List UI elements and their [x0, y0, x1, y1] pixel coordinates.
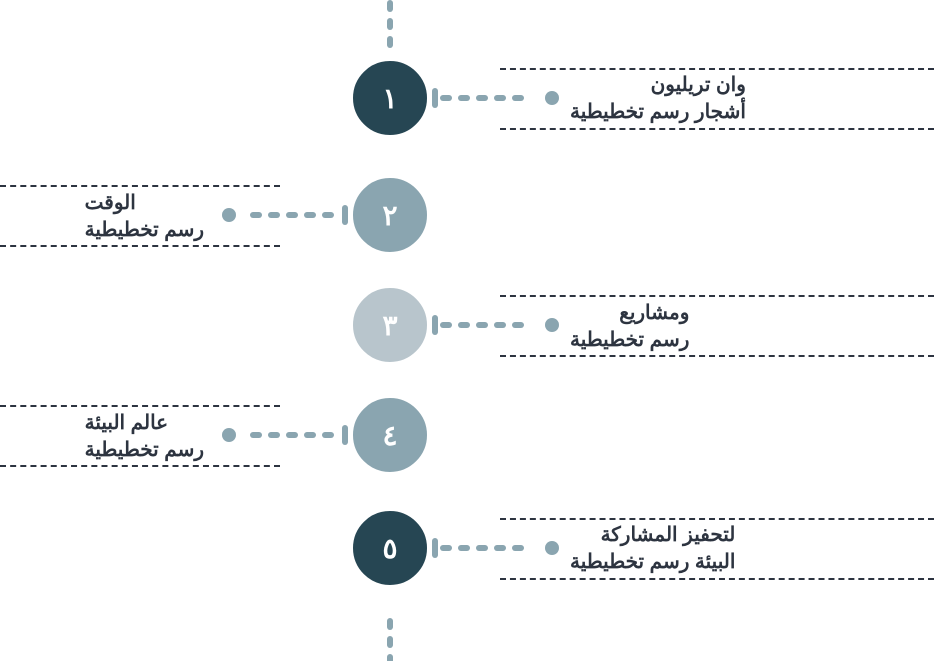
spine-top [387, 0, 393, 58]
connector-5 [440, 545, 540, 551]
node-2: ٢ [350, 175, 430, 255]
connector-2 [240, 212, 340, 218]
connector-cap [432, 88, 438, 108]
guide-line [0, 465, 280, 469]
diagram-canvas: ١ وان تريليون أشجار رسم تخطيطية ٢ الوقت … [0, 0, 934, 661]
guide-line [0, 405, 280, 409]
node-3: ٣ [350, 285, 430, 365]
node-number: ١ [382, 82, 397, 115]
label-3: ومشاريع رسم تخطيطية [570, 300, 689, 354]
connector-1 [440, 95, 540, 101]
connector-dot [545, 541, 559, 555]
label-1: وان تريليون أشجار رسم تخطيطية [570, 72, 746, 126]
connector-cap [432, 315, 438, 335]
connector-cap [432, 538, 438, 558]
connector-cap [342, 205, 348, 225]
connector-dot [222, 208, 236, 222]
connector-4 [240, 432, 340, 438]
guide-line [500, 295, 934, 299]
guide-line [500, 578, 934, 582]
guide-line [0, 185, 280, 189]
node-5: ٥ [350, 508, 430, 588]
node-number: ٣ [382, 309, 397, 342]
label-5: لتحفيز المشاركة البيئة رسم تخطيطية [570, 522, 735, 576]
connector-dot [545, 318, 559, 332]
guide-line [500, 128, 934, 132]
label-4: عالم البيئة رسم تخطيطية [85, 410, 204, 464]
connector-cap [342, 425, 348, 445]
label-2: الوقت رسم تخطيطية [85, 190, 204, 244]
connector-dot [545, 91, 559, 105]
guide-line [500, 355, 934, 359]
node-number: ٢ [382, 199, 397, 232]
node-1: ١ [350, 58, 430, 138]
spine-bottom [387, 618, 393, 661]
guide-line [0, 245, 280, 249]
node-number: ٤ [382, 419, 397, 452]
connector-3 [440, 322, 540, 328]
node-4: ٤ [350, 395, 430, 475]
node-number: ٥ [382, 532, 397, 565]
connector-dot [222, 428, 236, 442]
